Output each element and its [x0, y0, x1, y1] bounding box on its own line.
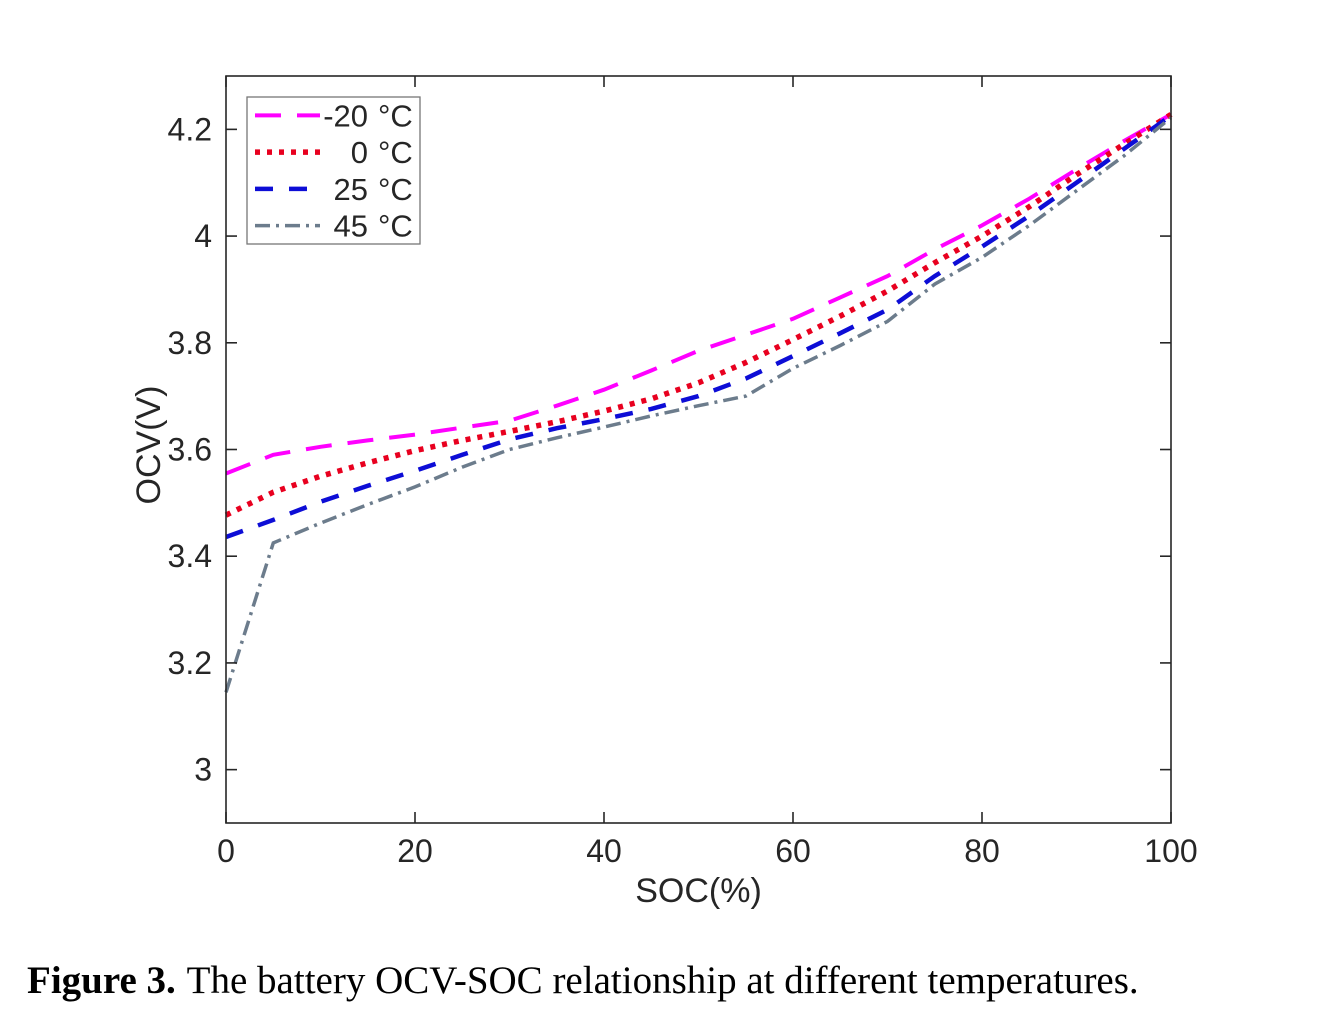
legend-label-unit-m20: °C: [378, 98, 413, 133]
y-tick-label-3: 3: [194, 752, 212, 788]
legend-entry-b25: 25 °C: [255, 172, 413, 207]
legend-label-unit-g45: °C: [378, 209, 413, 244]
x-tick-label-20: 20: [397, 833, 433, 869]
y-tick-label-4: 4: [194, 218, 212, 254]
legend-box: [246, 96, 421, 245]
legend-label-value-m20: -20: [323, 98, 368, 133]
figure-caption-label: Figure 3.: [27, 959, 176, 1002]
figure-caption: Figure 3. The battery OCV-SOC relationshi…: [27, 958, 1307, 1004]
x-tick-label-80: 80: [964, 833, 1000, 869]
y-tick-label-4.2: 4.2: [168, 111, 212, 147]
y-tick-label-3.4: 3.4: [168, 538, 212, 574]
legend-entry-g45: 45 °C: [255, 209, 413, 244]
legend-entry-r0: 0 °C: [255, 135, 413, 170]
legend-label-unit-b25: °C: [378, 172, 413, 207]
curve-g45: [224, 116, 1173, 693]
ocv-soc-chart: 0 20 40 60 80 100 3 3.2 3.4 3.6 3.8 4 4.2 SOC(%) OCV(V…: [130, 75, 1198, 910]
legend-label-value-b25: 25: [334, 172, 368, 207]
x-axis-label: SOC(%): [635, 872, 762, 910]
x-tick-label-40: 40: [586, 833, 622, 869]
curve-r0: [224, 112, 1173, 518]
y-axis-label: OCV(V): [130, 386, 168, 505]
y-tick-label-3.2: 3.2: [168, 645, 212, 681]
legend-label-value-g45: 45: [334, 209, 368, 244]
x-tick-label-60: 60: [775, 833, 811, 869]
x-tick-label-0: 0: [217, 833, 235, 869]
x-tick-label-100: 100: [1144, 833, 1197, 869]
curve-b25: [225, 113, 1173, 540]
legend-label-unit-r0: °C: [378, 135, 413, 170]
y-tick-label-3.8: 3.8: [168, 325, 212, 361]
figure-caption-text: The battery OCV-SOC relationship at diff…: [186, 959, 1139, 1002]
y-tick-label-3.6: 3.6: [168, 432, 212, 468]
legend-entry-m20: -20 °C: [255, 98, 413, 133]
legend: -20 °C 0 °C 25 °C 45 °C: [246, 96, 421, 245]
legend-label-value-r0: 0: [351, 135, 368, 170]
